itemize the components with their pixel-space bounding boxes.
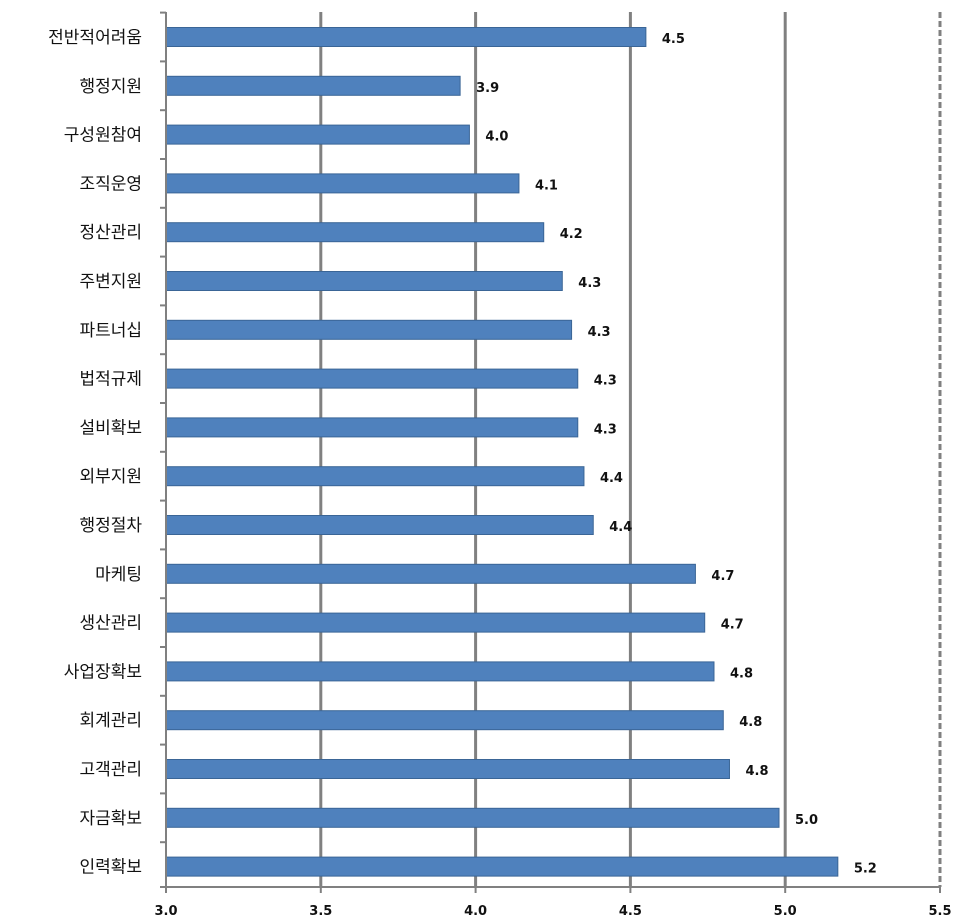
- bar: [165, 612, 706, 633]
- bar: [165, 856, 839, 877]
- category-label: 행정절차: [79, 516, 142, 536]
- category-label: 생산관리: [79, 614, 142, 634]
- category-label: 구성원참여: [64, 126, 142, 146]
- grid-lines: [319, 12, 942, 887]
- x-tick-label: 4.0: [464, 904, 487, 919]
- value-label: 4.8: [730, 666, 753, 681]
- value-label: 4.3: [594, 374, 617, 389]
- value-label: 4.5: [662, 32, 685, 47]
- value-label: 4.3: [578, 276, 601, 291]
- value-label: 4.4: [609, 520, 632, 535]
- category-label: 인력확보: [79, 858, 142, 878]
- bars: [165, 27, 839, 877]
- category-label: 사업장확보: [64, 662, 142, 682]
- value-label: 4.4: [600, 471, 623, 486]
- labels: 전반적어려움 4.5 행정지원 3.9 구성원참여 4.0 조직운영 4.1 정산관리 4.2 주변…: [48, 28, 877, 878]
- value-label: 5.2: [854, 862, 877, 877]
- bar: [165, 75, 461, 96]
- bar: [165, 417, 579, 438]
- bar: [165, 222, 545, 243]
- category-label: 고객관리: [79, 760, 142, 780]
- value-label: 4.7: [721, 618, 744, 633]
- bar: [165, 759, 730, 779]
- value-label: 4.1: [535, 178, 558, 193]
- category-label: 전반적어려움: [48, 28, 142, 48]
- category-label: 회계관리: [79, 711, 142, 731]
- bar: [165, 27, 647, 47]
- bar: [165, 710, 724, 731]
- bar: [165, 173, 520, 194]
- value-label: 4.8: [739, 715, 762, 730]
- value-label: 4.3: [588, 325, 611, 340]
- bar: [165, 515, 594, 535]
- category-label: 설비확보: [79, 418, 142, 438]
- value-label: 4.7: [711, 569, 734, 584]
- x-tick-label: 5.0: [774, 904, 797, 919]
- value-label: 5.0: [795, 813, 818, 828]
- bar: [165, 319, 573, 340]
- category-label: 외부지원: [79, 467, 142, 487]
- category-label: 주변지원: [79, 272, 142, 292]
- bar: [165, 807, 780, 828]
- bar: [165, 563, 696, 584]
- bar: [165, 661, 715, 682]
- category-label: 행정지원: [79, 77, 142, 97]
- bar: [165, 124, 470, 145]
- value-label: 4.0: [485, 130, 508, 145]
- axes: 3.0 3.5 4.0 4.5 5.0 5.5: [154, 11, 952, 919]
- bar: [165, 368, 579, 389]
- value-label: 3.9: [476, 81, 499, 96]
- x-tick-label: 3.0: [154, 904, 177, 919]
- category-label: 파트너십: [79, 321, 142, 341]
- x-tick-label: 5.5: [928, 904, 951, 919]
- value-label: 4.8: [745, 764, 768, 779]
- x-tick-label: 4.5: [619, 904, 642, 919]
- category-label: 자금확보: [79, 809, 142, 829]
- x-tick-label: 3.5: [309, 904, 332, 919]
- category-label: 정산관리: [79, 223, 142, 243]
- value-label: 4.2: [560, 227, 583, 242]
- category-label: 조직운영: [79, 174, 142, 194]
- category-label: 마케팅: [95, 565, 142, 585]
- bar: [165, 271, 563, 291]
- value-label: 4.3: [594, 422, 617, 437]
- category-label: 법적규제: [79, 370, 142, 390]
- bar: [165, 466, 585, 487]
